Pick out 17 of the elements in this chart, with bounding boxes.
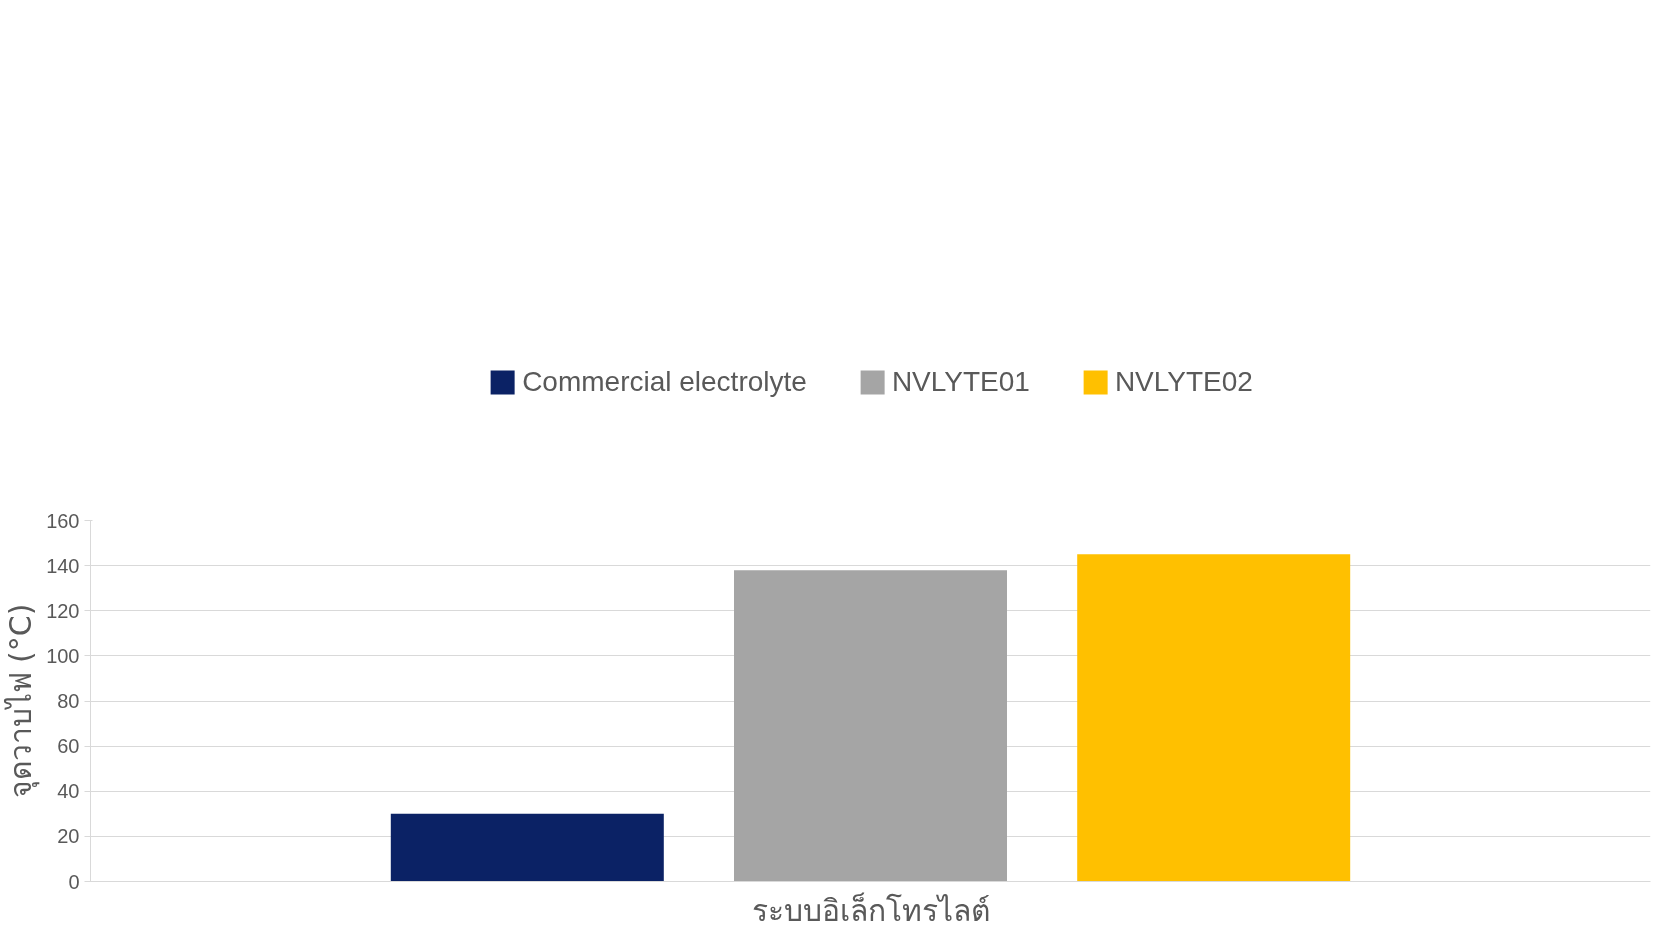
bar <box>734 570 1007 882</box>
y-tick-label: 40 <box>57 780 80 803</box>
x-axis-title: ระบบอิเล็กโทรไลต์ <box>751 891 990 928</box>
y-tick-label: 140 <box>46 554 80 577</box>
bar <box>1077 554 1351 882</box>
legend-label: Commercial electrolyte <box>522 366 807 398</box>
y-tick-label: 0 <box>68 870 80 893</box>
y-tick-label: 100 <box>46 644 80 667</box>
y-tick-label: 160 <box>46 509 80 532</box>
legend-label: NVLYTE02 <box>1114 366 1253 398</box>
y-tick-label: 80 <box>57 690 80 712</box>
y-axis-title: จุดวาบไฟ (°C) <box>3 603 41 799</box>
y-tick-label: 60 <box>57 735 80 758</box>
y-tick-label: 20 <box>57 825 80 848</box>
legend-label: NVLYTE01 <box>891 366 1030 398</box>
y-tick-label: 120 <box>46 599 80 622</box>
bar <box>390 813 664 882</box>
